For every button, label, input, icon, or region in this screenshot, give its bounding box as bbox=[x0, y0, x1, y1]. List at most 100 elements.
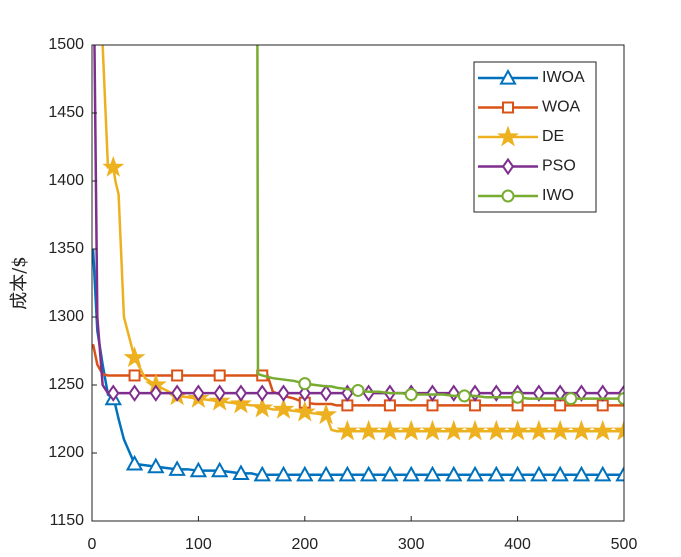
series-marker bbox=[596, 384, 609, 402]
series-marker bbox=[527, 419, 550, 441]
series-marker bbox=[485, 419, 508, 441]
series-marker bbox=[464, 419, 486, 441]
series-line bbox=[92, 248, 624, 477]
series-marker bbox=[487, 465, 506, 482]
y-tick-label: 1500 bbox=[48, 36, 84, 53]
legend-marker bbox=[502, 101, 514, 114]
axes-box bbox=[91, 44, 625, 522]
series-marker bbox=[272, 397, 295, 419]
series-marker bbox=[468, 384, 482, 402]
x-tick-label: 300 bbox=[398, 536, 425, 553]
series-marker bbox=[102, 155, 125, 177]
legend-label: PSO bbox=[542, 158, 576, 175]
series-marker bbox=[256, 384, 269, 402]
series-marker bbox=[338, 465, 357, 482]
series-marker bbox=[210, 461, 229, 478]
series-marker bbox=[359, 465, 378, 482]
series-marker bbox=[319, 384, 333, 402]
legend-marker bbox=[501, 189, 515, 203]
y-tick-label: 1450 bbox=[48, 104, 84, 121]
series-marker bbox=[298, 377, 312, 391]
series-marker bbox=[426, 384, 439, 402]
series-marker bbox=[251, 396, 274, 418]
series-marker bbox=[128, 369, 141, 382]
series-marker bbox=[107, 384, 120, 402]
series-marker bbox=[213, 384, 226, 402]
series-marker bbox=[357, 419, 380, 441]
y-tick-label: 1400 bbox=[48, 172, 84, 189]
series-marker bbox=[253, 465, 271, 482]
series-marker bbox=[125, 454, 144, 471]
series-marker bbox=[572, 465, 591, 482]
series-marker bbox=[594, 465, 612, 482]
series-marker bbox=[351, 383, 365, 397]
series-marker bbox=[232, 464, 250, 480]
series-marker bbox=[293, 400, 316, 422]
legend-label: IWOA bbox=[542, 69, 585, 86]
legend-marker bbox=[497, 125, 519, 147]
series-marker bbox=[447, 384, 460, 402]
series-marker bbox=[171, 369, 184, 382]
series-marker bbox=[570, 419, 593, 441]
series-marker bbox=[423, 465, 442, 482]
series-marker bbox=[575, 384, 588, 402]
series-marker bbox=[532, 384, 546, 402]
y-axis-label: 成本/$ bbox=[9, 256, 30, 310]
series-marker bbox=[381, 465, 399, 482]
series-marker bbox=[549, 419, 572, 441]
legend-marker bbox=[501, 157, 515, 176]
series-marker bbox=[615, 465, 624, 482]
x-tick-label: 0 bbox=[88, 536, 97, 553]
series-marker bbox=[230, 392, 252, 414]
series-marker bbox=[149, 384, 162, 402]
series-marker bbox=[317, 465, 335, 482]
series-marker bbox=[192, 384, 205, 402]
series-marker bbox=[617, 392, 624, 406]
series-marker bbox=[315, 403, 338, 425]
legend-label: DE bbox=[542, 128, 564, 145]
x-tick-label: 400 bbox=[504, 536, 531, 553]
x-tick-label: 500 bbox=[611, 536, 638, 553]
series-marker bbox=[564, 392, 578, 406]
series-marker bbox=[277, 384, 290, 402]
series-marker bbox=[128, 384, 141, 402]
series-marker bbox=[591, 419, 614, 441]
y-tick-label: 1300 bbox=[48, 308, 84, 325]
series-marker bbox=[530, 465, 548, 482]
y-tick-label: 1350 bbox=[48, 240, 84, 257]
series-marker bbox=[274, 465, 293, 482]
plot-area bbox=[92, 45, 624, 482]
x-tick-label: 100 bbox=[185, 536, 212, 553]
series-marker bbox=[400, 419, 423, 441]
series-marker bbox=[336, 419, 359, 441]
series-marker bbox=[421, 419, 444, 441]
series-marker bbox=[362, 384, 375, 402]
series-marker bbox=[296, 465, 314, 482]
series-marker bbox=[378, 419, 401, 441]
series-marker bbox=[506, 419, 529, 441]
series-marker bbox=[508, 465, 527, 482]
series-marker bbox=[457, 389, 471, 403]
y-tick-label: 1250 bbox=[48, 376, 84, 393]
series-marker bbox=[442, 419, 465, 441]
legend-label: WOA bbox=[542, 99, 581, 116]
series-marker bbox=[445, 465, 463, 482]
series-marker bbox=[168, 460, 186, 476]
series-marker bbox=[404, 388, 418, 402]
series-marker bbox=[613, 419, 624, 441]
y-tick-label: 1150 bbox=[50, 512, 85, 529]
series-marker bbox=[490, 384, 503, 402]
legend-marker bbox=[499, 68, 517, 85]
series-marker bbox=[234, 384, 248, 402]
series-marker bbox=[170, 384, 184, 402]
series-marker bbox=[213, 369, 226, 382]
series-marker bbox=[402, 465, 420, 482]
series-marker bbox=[511, 390, 525, 404]
series-marker bbox=[466, 465, 484, 482]
series-marker bbox=[554, 384, 567, 402]
x-tick-label: 200 bbox=[291, 536, 318, 553]
series-marker bbox=[551, 465, 569, 482]
series-marker bbox=[147, 457, 165, 474]
y-tick-label: 1200 bbox=[48, 444, 84, 461]
